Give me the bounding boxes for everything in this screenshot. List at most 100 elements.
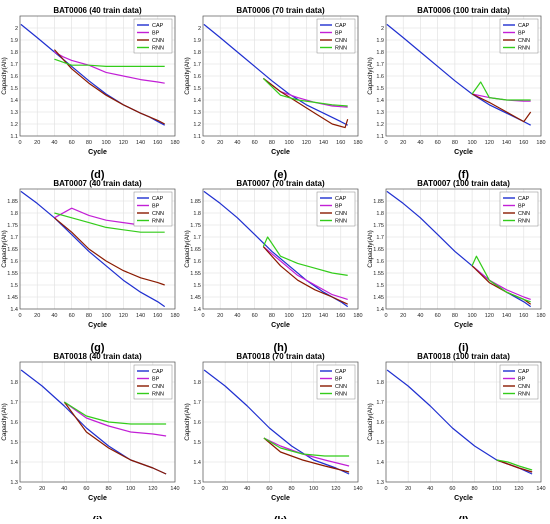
y-tick-label: 1.4	[376, 460, 384, 466]
x-tick-label: 80	[269, 313, 275, 319]
x-tick-label: 100	[468, 140, 477, 146]
x-tick-label: 140	[502, 313, 511, 319]
legend-label: CAP	[518, 196, 530, 202]
legend-label: RNN	[152, 392, 164, 398]
x-tick-label: 80	[472, 486, 478, 492]
plot-frame	[202, 361, 359, 483]
x-tick-label: 120	[331, 486, 340, 492]
x-tick-label: 20	[400, 140, 406, 146]
panel-label: (f)	[458, 169, 469, 181]
y-axis-label: Capacity(Ah)	[367, 403, 374, 441]
x-tick-label: 80	[86, 313, 92, 319]
x-tick-label: 60	[435, 140, 441, 146]
y-tick-label: 1.8	[10, 50, 18, 56]
x-tick-label: 160	[519, 313, 528, 319]
y-tick-label: 1.45	[7, 295, 18, 301]
x-tick-label: 40	[244, 486, 250, 492]
legend-label: CAP	[152, 23, 164, 29]
y-tick-label: 1.7	[376, 400, 384, 406]
y-tick-label: 1.8	[10, 211, 18, 217]
y-tick-label: 1.3	[10, 110, 18, 116]
series-line-cap	[203, 369, 350, 475]
chart-title: BAT0006 (70 train data)	[236, 6, 325, 15]
y-tick-label: 1.1	[10, 134, 18, 140]
y-tick-label: 1.65	[373, 247, 384, 253]
legend-label: CAP	[335, 196, 347, 202]
y-tick-label: 1.85	[7, 199, 18, 205]
x-tick-label: 20	[217, 313, 223, 319]
y-tick-label: 1.5	[193, 440, 201, 446]
panel-label: (d)	[90, 169, 104, 181]
x-tick-label: 40	[51, 313, 57, 319]
legend-label: BP	[335, 204, 343, 210]
x-tick-label: 0	[384, 313, 387, 319]
y-axis-label: Capacity(Ah)	[184, 403, 191, 441]
x-tick-label: 160	[519, 140, 528, 146]
chart-title: BAT0007 (100 train data)	[417, 179, 510, 188]
y-tick-label: 1.5	[376, 86, 384, 92]
plot-frame	[19, 188, 176, 310]
x-axis-label: Cycle	[88, 322, 107, 329]
y-tick-label: 1.7	[376, 62, 384, 68]
y-tick-label: 1.8	[193, 211, 201, 217]
x-tick-label: 60	[252, 140, 258, 146]
y-tick-label: 1.7	[193, 62, 201, 68]
y-tick-label: 1.5	[10, 86, 18, 92]
y-tick-label: 1.3	[376, 110, 384, 116]
y-tick-label: 1.4	[193, 98, 201, 104]
y-tick-label: 1.8	[193, 380, 201, 386]
legend-label: BP	[152, 377, 160, 383]
x-tick-label: 0	[18, 486, 21, 492]
x-tick-label: 180	[170, 313, 179, 319]
y-tick-label: 1.65	[190, 247, 201, 253]
x-tick-label: 80	[106, 486, 112, 492]
series-line-cnn	[263, 437, 350, 473]
plot-frame	[202, 15, 359, 137]
legend-label: RNN	[518, 392, 530, 398]
x-tick-label: 0	[384, 140, 387, 146]
series-group	[203, 369, 350, 475]
y-tick-label: 1.6	[376, 420, 384, 426]
y-tick-label: 2	[15, 26, 18, 32]
plot-frame	[385, 361, 542, 483]
y-tick-label: 1.8	[376, 50, 384, 56]
legend-label: CNN	[335, 211, 347, 217]
y-tick-label: 1.1	[376, 134, 384, 140]
series-line-cap	[386, 190, 532, 308]
x-tick-label: 60	[83, 486, 89, 492]
x-tick-label: 140	[502, 140, 511, 146]
y-tick-label: 1.5	[376, 283, 384, 289]
chart-panel-i: BAT0007 (100 train data) 0 20 40 60 80 100 120 1…	[367, 179, 546, 354]
x-tick-label: 120	[302, 313, 311, 319]
series-line-cnn	[54, 217, 165, 286]
y-tick-label: 1.6	[10, 259, 18, 265]
x-tick-label: 20	[39, 486, 45, 492]
legend-label: RNN	[518, 46, 530, 52]
x-tick-label: 60	[449, 486, 455, 492]
chart-panel-h: BAT0007 (70 train data) 0 20 40 60 80 100 120 14…	[184, 179, 363, 354]
panel-label: (l)	[458, 515, 469, 519]
legend-label: RNN	[518, 219, 530, 225]
y-tick-label: 1.6	[193, 74, 201, 80]
y-tick-label: 1.65	[7, 247, 18, 253]
y-tick-label: 1.2	[376, 122, 384, 128]
y-tick-label: 1.4	[193, 460, 201, 466]
x-tick-label: 180	[353, 140, 362, 146]
series-group	[386, 190, 532, 308]
x-tick-label: 100	[102, 313, 111, 319]
panel-label: (h)	[273, 342, 287, 354]
chart-panel-k: BAT0018 (70 train data) 0 20 40 60 80 100 120 14…	[184, 352, 363, 524]
plot-frame	[19, 15, 176, 137]
x-tick-label: 140	[136, 140, 145, 146]
y-tick-label: 1.4	[376, 307, 384, 313]
x-tick-label: 120	[302, 140, 311, 146]
y-tick-label: 1.3	[193, 110, 201, 116]
y-tick-label: 1.5	[376, 440, 384, 446]
legend-label: CAP	[152, 196, 164, 202]
x-tick-label: 40	[234, 313, 240, 319]
chart-title: BAT0006 (100 train data)	[417, 6, 510, 15]
